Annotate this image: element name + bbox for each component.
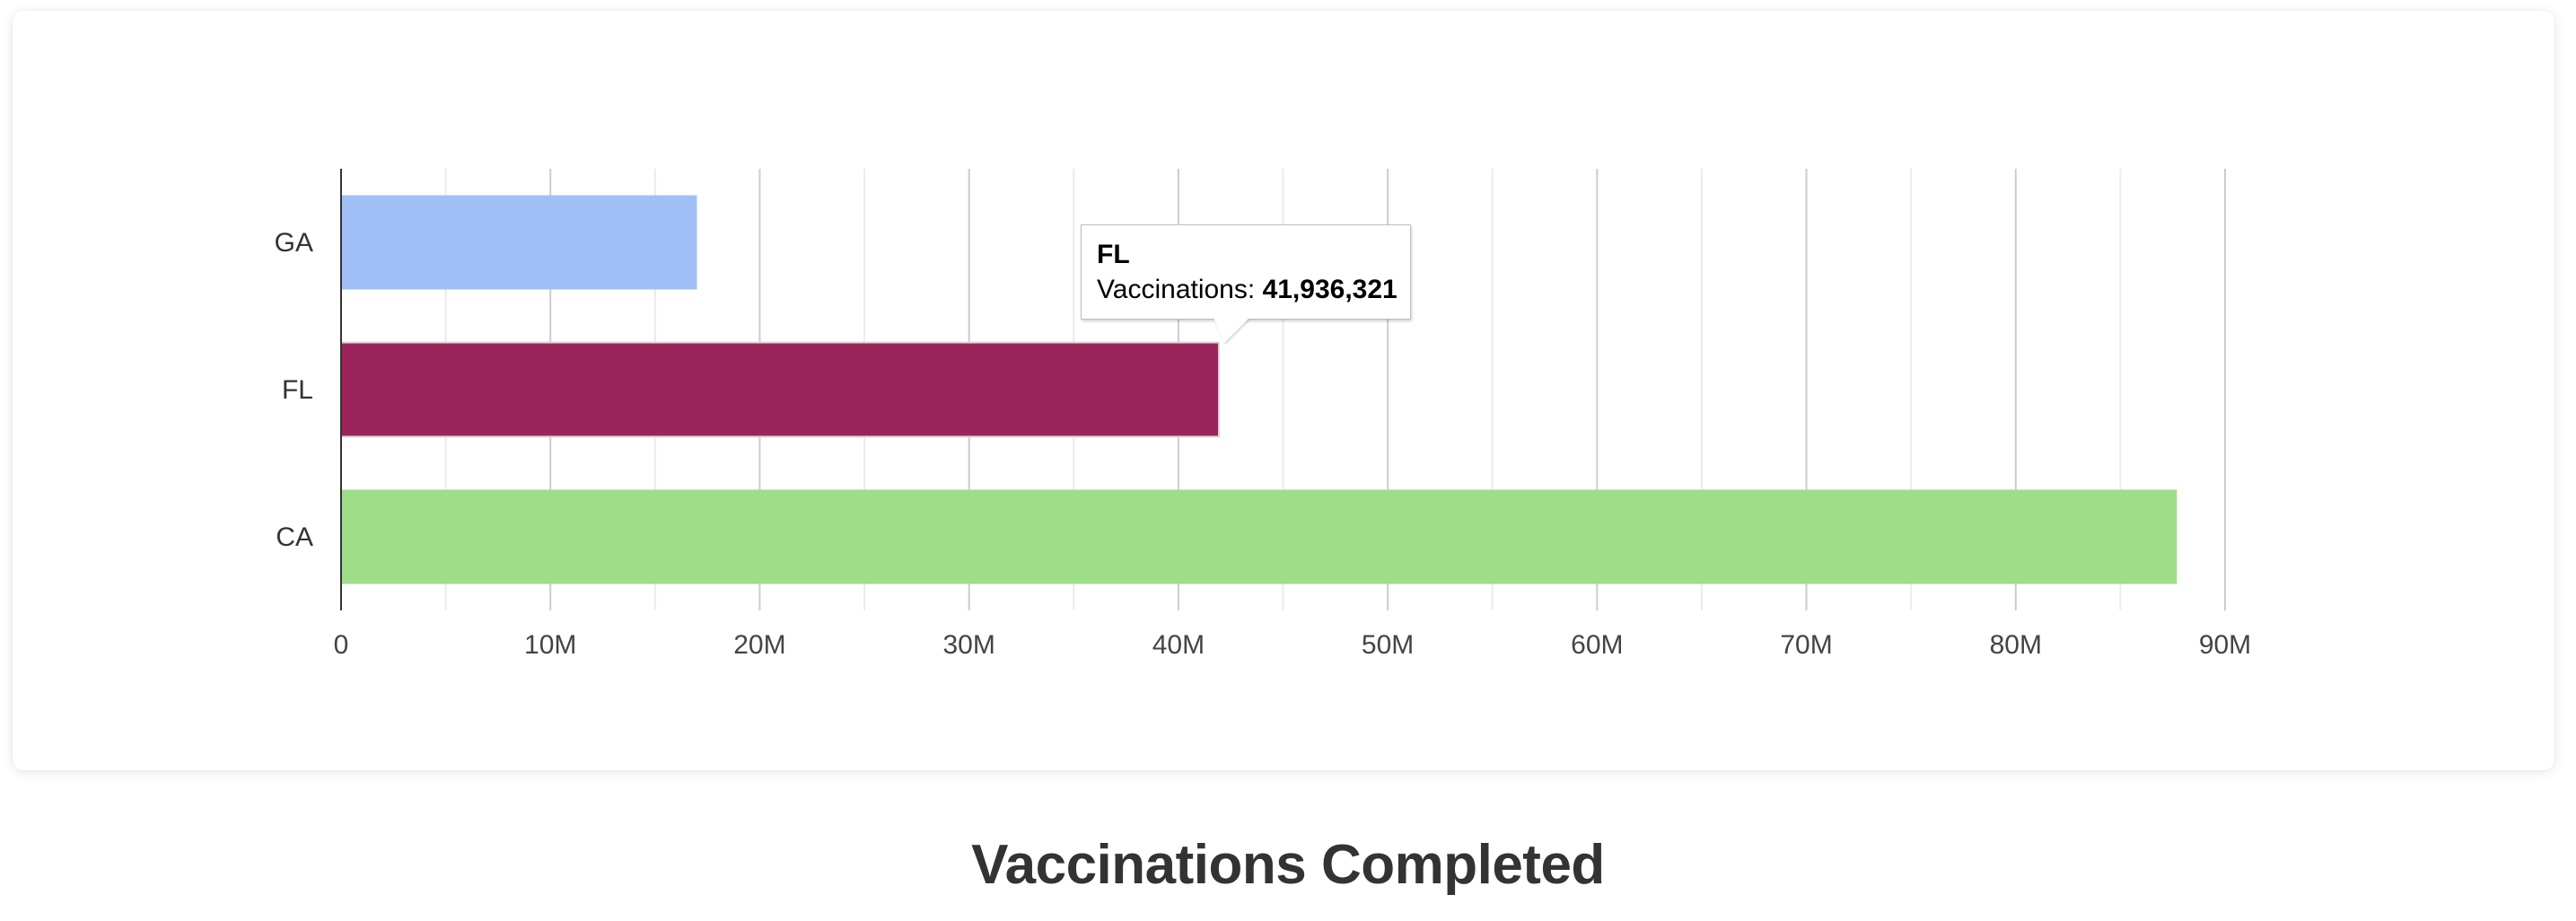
tooltip-label: Vaccinations: [1097,275,1256,304]
tooltip-line: Vaccinations: 41,936,321 [1097,272,1398,308]
chart-title: Vaccinations Completed [971,834,1605,896]
bar-ga[interactable] [341,195,697,290]
bars [340,195,2177,584]
x-tick-label: 50M [1362,630,1414,660]
bar-ca[interactable] [341,489,2177,584]
bar-chart: GA FL CA 0 10M 20M 30M 40M 50M 60M 70M 80M 90M [275,169,2252,660]
x-tick-label: 30M [942,630,994,660]
category-label-fl: FL [282,375,313,405]
x-tick-label: 90M [2199,630,2251,660]
tooltip: FL Vaccinations: 41,936,321 [1081,224,1411,320]
tooltip-title: FL [1097,240,1130,269]
x-tick-label: 80M [1990,630,2042,660]
x-tick-label: 10M [524,630,576,660]
x-tick-label: 60M [1571,630,1623,660]
category-labels: GA FL CA [275,228,313,552]
x-tick-label: 20M [733,630,785,660]
tooltip-pointer [1214,318,1249,343]
tooltip-value: 41,936,321 [1262,275,1398,304]
x-tick-label: 40M [1152,630,1205,660]
bar-fl[interactable] [340,341,1221,438]
x-axis-tick-labels: 0 10M 20M 30M 40M 50M 60M 70M 80M 90M [334,630,2252,660]
x-tick-label: 0 [334,630,349,660]
category-label-ga: GA [275,228,313,258]
x-tick-label: 70M [1780,630,1832,660]
category-label-ca: CA [276,522,313,552]
